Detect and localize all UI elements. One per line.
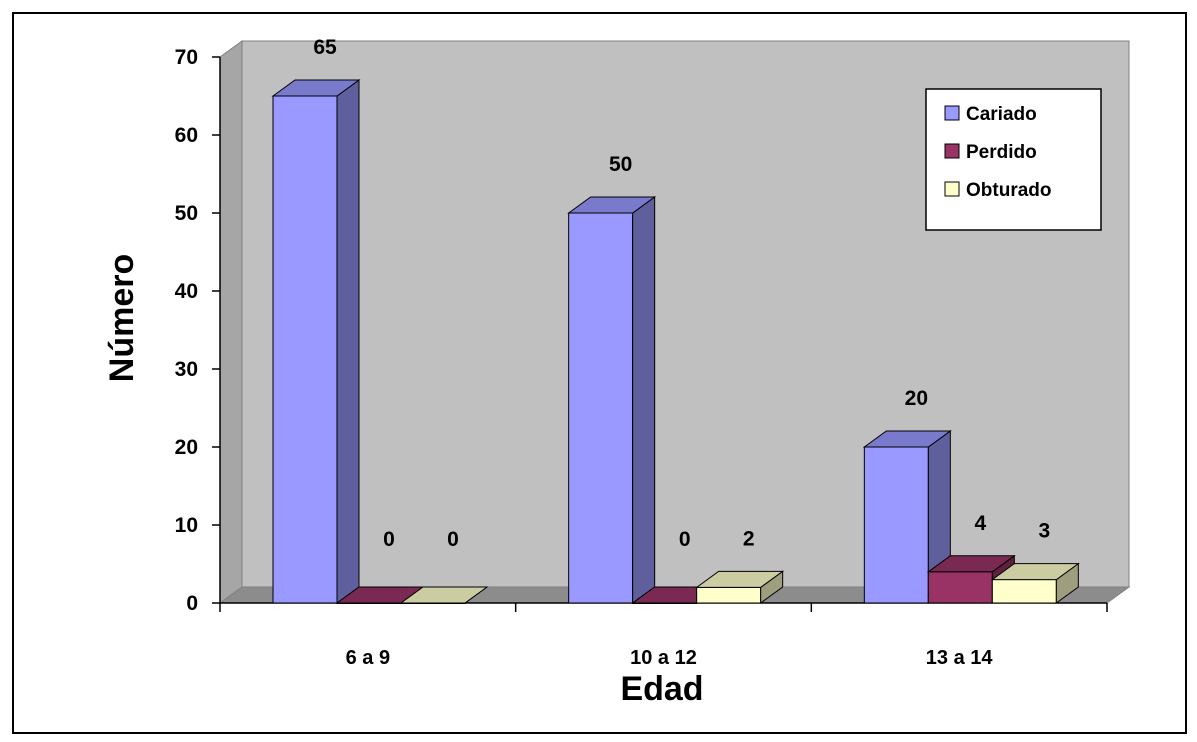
bar-side: [336, 79, 360, 604]
bar-top: [990, 563, 1080, 581]
data-label: 4: [974, 512, 986, 535]
bar: [990, 562, 1080, 604]
data-labels: 65 0 0 50 0 2 20 4 3: [313, 36, 1050, 551]
bar-front: [927, 571, 993, 604]
bars: [271, 79, 1080, 604]
bar-top: [926, 555, 1016, 573]
bar-top: [695, 570, 785, 588]
data-label: 20: [905, 387, 928, 410]
bar-front: [696, 586, 762, 604]
data-label: 2: [743, 527, 755, 550]
y-axis-title: Número: [103, 254, 141, 382]
bar: [271, 79, 361, 604]
bar: [335, 586, 425, 604]
bar-front: [272, 95, 338, 604]
bar: [926, 554, 1016, 604]
bar-top: [399, 586, 489, 604]
data-label: 0: [679, 528, 691, 551]
x-tick-label: 10 a 12: [630, 647, 697, 669]
bar-front: [568, 212, 634, 604]
legend: Cariado Perdido Obturado: [925, 88, 1102, 231]
legend-label: Obturado: [966, 180, 1052, 201]
bar: [399, 586, 489, 604]
bar-front: [863, 446, 929, 604]
legend-swatch: [944, 143, 960, 159]
legend-label: Perdido: [966, 142, 1037, 163]
x-axis: 6 a 9 10 a 12 13 a 14: [219, 602, 1108, 669]
y-axis: 0 10 20 30 40 50 60 70: [175, 46, 221, 615]
data-label: 50: [609, 153, 632, 176]
bar-top: [567, 196, 657, 214]
y-tick-label: 30: [175, 358, 198, 381]
bar-top: [271, 79, 361, 97]
data-label: 0: [447, 528, 459, 551]
y-tick-label: 60: [175, 124, 198, 147]
bar-top: [862, 430, 952, 448]
side-wall: [219, 40, 243, 604]
y-tick-label: 0: [186, 592, 198, 615]
y-tick-label: 40: [175, 280, 198, 303]
y-tick-label: 20: [175, 436, 198, 459]
bar-front: [991, 579, 1057, 604]
bar: [567, 196, 657, 604]
data-label: 3: [1038, 520, 1050, 543]
x-tick-label: 6 a 9: [346, 647, 390, 669]
data-label: 0: [383, 528, 395, 551]
legend-swatch: [944, 181, 960, 197]
x-axis-title: Edad: [620, 670, 703, 708]
y-tick-label: 70: [175, 46, 198, 69]
data-label: 65: [313, 36, 337, 59]
x-tick-label: 13 a 14: [926, 647, 994, 669]
bar-side: [632, 196, 656, 604]
bar: [695, 570, 785, 604]
y-tick-label: 50: [175, 202, 198, 225]
legend-swatch: [944, 105, 960, 121]
legend-label: Cariado: [966, 104, 1037, 125]
y-tick-label: 10: [175, 514, 198, 537]
